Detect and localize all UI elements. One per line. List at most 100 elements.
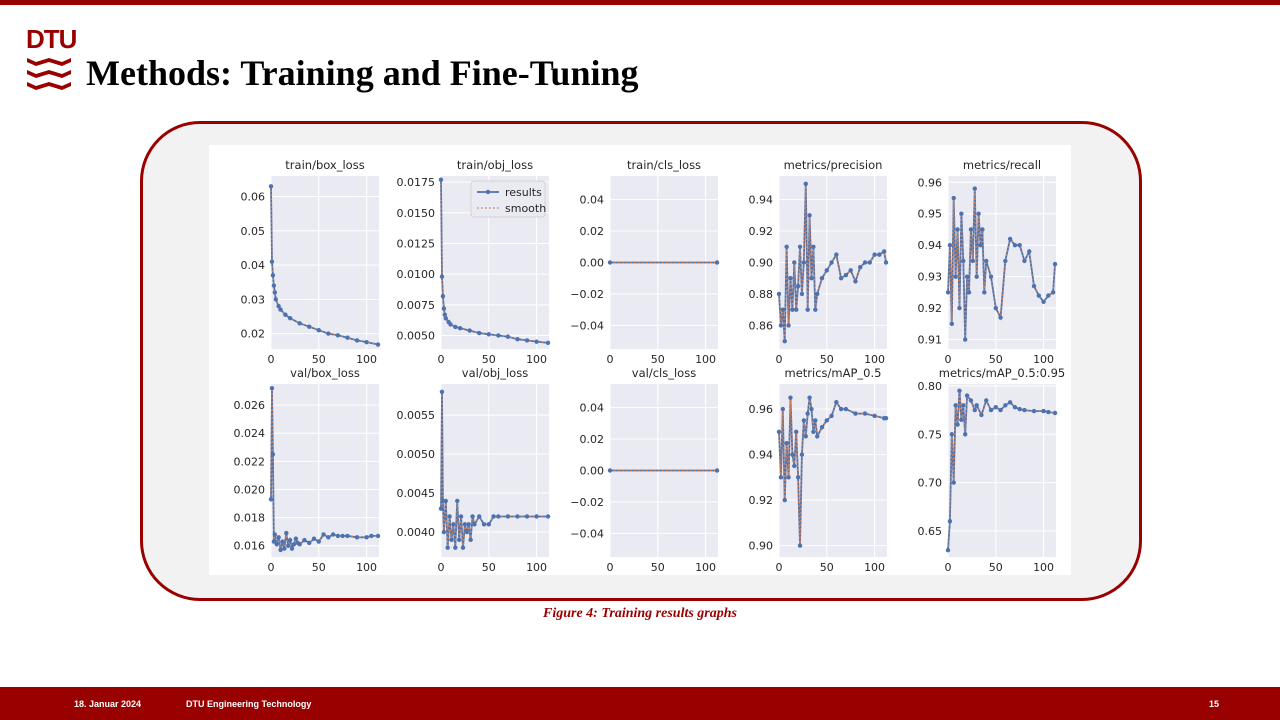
x-tick-label: 100 bbox=[1033, 561, 1054, 574]
data-point bbox=[297, 321, 302, 326]
data-point bbox=[268, 184, 274, 189]
subplot-title: val/obj_loss bbox=[462, 366, 528, 380]
data-point bbox=[815, 434, 820, 439]
data-point bbox=[961, 403, 966, 408]
data-point bbox=[311, 536, 317, 541]
data-point bbox=[442, 312, 448, 317]
data-point bbox=[307, 540, 312, 546]
data-point bbox=[449, 537, 454, 543]
data-point bbox=[949, 321, 955, 327]
y-tick-label: 0.91 bbox=[918, 334, 943, 347]
y-tick-label: 0.95 bbox=[918, 208, 943, 221]
data-point bbox=[843, 272, 849, 278]
data-point bbox=[807, 395, 812, 400]
y-tick-label: 0.02 bbox=[580, 225, 605, 238]
data-point bbox=[968, 398, 974, 403]
data-point bbox=[1046, 409, 1051, 415]
x-tick-label: 0 bbox=[945, 561, 952, 574]
data-point bbox=[794, 307, 799, 312]
y-tick-label: 0.88 bbox=[749, 288, 774, 301]
logo-text: DTU bbox=[26, 24, 77, 54]
y-tick-label: 0.022 bbox=[234, 455, 266, 468]
data-point bbox=[448, 322, 453, 327]
data-point bbox=[326, 331, 331, 336]
data-point bbox=[284, 530, 289, 536]
y-tick-label: −0.02 bbox=[570, 288, 604, 301]
data-point bbox=[834, 252, 839, 257]
data-point bbox=[853, 279, 858, 284]
data-point bbox=[778, 323, 784, 328]
x-tick-label: 100 bbox=[864, 561, 885, 574]
subplot-8: 0 50 100 0.90 0.92 0.94 0.96 metrics/mAP_0.5 bbox=[749, 366, 889, 574]
data-point bbox=[467, 328, 472, 333]
x-tick-label: 50 bbox=[312, 353, 326, 366]
data-point bbox=[456, 537, 462, 543]
data-point bbox=[534, 339, 539, 344]
data-point bbox=[291, 542, 297, 547]
data-point bbox=[443, 316, 448, 321]
data-point bbox=[1041, 299, 1046, 305]
data-point bbox=[883, 415, 889, 421]
data-point bbox=[447, 514, 452, 519]
data-point bbox=[534, 514, 539, 519]
data-point bbox=[496, 333, 501, 338]
data-point bbox=[819, 425, 825, 430]
data-point bbox=[955, 227, 960, 232]
footer-page-number: 15 bbox=[1209, 699, 1220, 709]
data-point bbox=[872, 252, 877, 257]
y-tick-label: 0.0175 bbox=[397, 176, 436, 189]
subplot-title: metrics/precision bbox=[784, 158, 883, 172]
data-point bbox=[607, 468, 613, 473]
data-point bbox=[964, 393, 970, 398]
data-point bbox=[811, 244, 816, 249]
data-point bbox=[439, 274, 445, 279]
y-tick-label: 0.06 bbox=[241, 191, 266, 204]
data-point bbox=[978, 243, 983, 248]
plot-area bbox=[271, 176, 379, 349]
data-point bbox=[993, 305, 998, 311]
data-point bbox=[862, 411, 868, 416]
y-tick-label: 0.90 bbox=[749, 540, 774, 553]
data-point bbox=[451, 522, 456, 527]
data-point bbox=[795, 475, 801, 480]
x-tick-label: 100 bbox=[356, 561, 377, 574]
data-point bbox=[278, 307, 283, 312]
data-point bbox=[441, 306, 447, 311]
y-tick-label: 0.00 bbox=[580, 257, 605, 270]
subplot-title: metrics/recall bbox=[963, 158, 1041, 172]
data-point bbox=[1007, 400, 1013, 405]
data-point bbox=[496, 514, 501, 519]
data-point bbox=[788, 276, 793, 281]
data-point bbox=[1036, 293, 1041, 298]
data-point bbox=[966, 290, 972, 295]
data-point bbox=[321, 532, 326, 537]
data-point bbox=[776, 429, 782, 435]
y-tick-label: 0.0050 bbox=[397, 330, 436, 343]
data-point bbox=[797, 244, 803, 249]
data-point bbox=[964, 274, 970, 279]
data-point bbox=[272, 532, 278, 537]
data-point bbox=[853, 411, 858, 416]
subplot-2: 0 50 100 −0.04 −0.02 0.00 0.02 0.04 train/cls_lo… bbox=[570, 158, 720, 366]
y-tick-label: 0.0075 bbox=[397, 299, 436, 312]
data-point bbox=[470, 514, 475, 519]
data-point bbox=[963, 337, 968, 342]
data-point bbox=[805, 307, 810, 312]
data-point bbox=[1031, 283, 1037, 289]
y-tick-label: −0.04 bbox=[570, 527, 604, 540]
y-tick-label: 0.024 bbox=[234, 427, 266, 440]
charts-svg: 0 50 100 0.02 0.03 0.04 0.05 0.06 train/box_loss… bbox=[234, 158, 1066, 574]
data-point bbox=[272, 290, 278, 295]
data-point bbox=[988, 274, 994, 279]
data-point bbox=[273, 297, 278, 302]
data-point bbox=[545, 340, 551, 346]
data-point bbox=[1012, 404, 1018, 410]
data-point bbox=[862, 260, 868, 265]
y-tick-label: 0.0045 bbox=[397, 487, 436, 500]
data-point bbox=[790, 452, 795, 457]
x-tick-label: 50 bbox=[820, 353, 834, 366]
data-point bbox=[545, 514, 551, 519]
data-point bbox=[464, 529, 470, 535]
plot-area bbox=[441, 384, 549, 557]
data-point bbox=[268, 497, 274, 502]
